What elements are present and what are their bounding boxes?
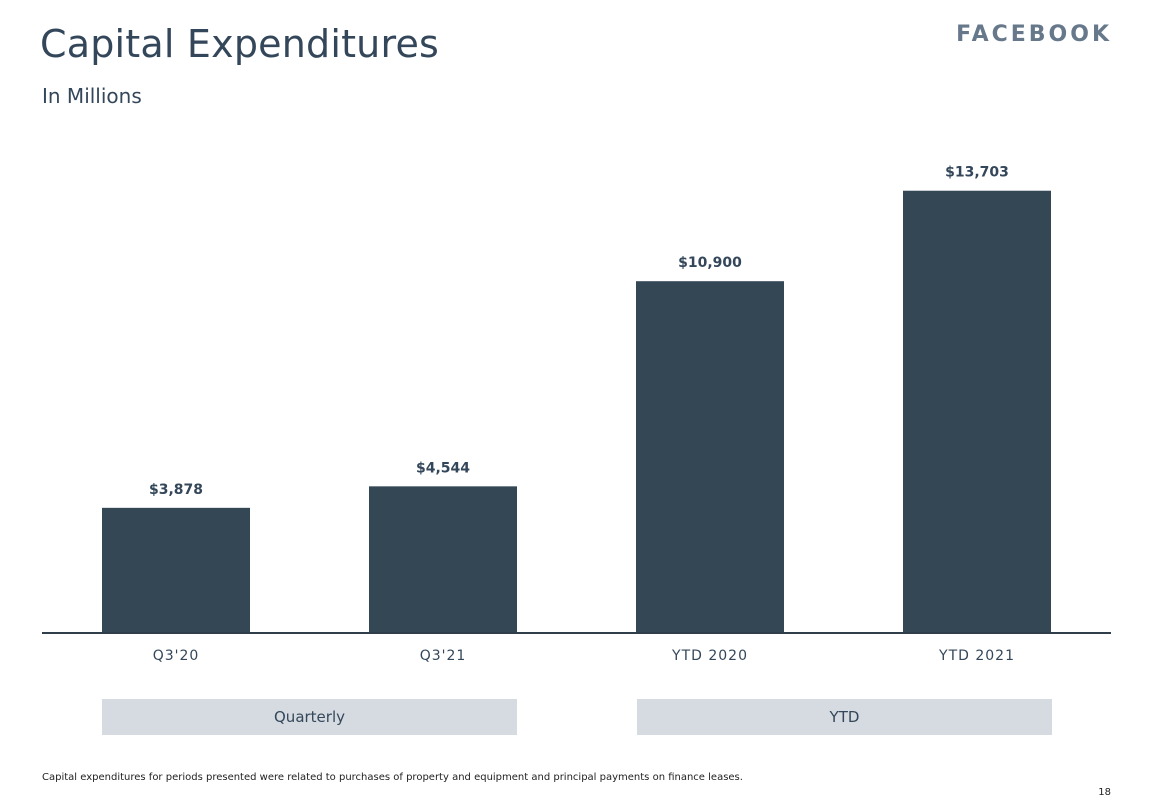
footnote: Capital expenditures for periods present… bbox=[42, 772, 743, 783]
data-label: $13,703 bbox=[945, 165, 1009, 181]
x-tick-label: Q3'21 bbox=[420, 648, 467, 664]
data-label: $10,900 bbox=[678, 255, 742, 271]
page-subtitle: In Millions bbox=[42, 84, 142, 108]
bar-ytd-2021 bbox=[903, 190, 1051, 633]
data-label: $3,878 bbox=[149, 482, 203, 498]
group-label-quarterly: Quarterly bbox=[102, 699, 517, 735]
x-tick-label: YTD 2020 bbox=[671, 648, 748, 664]
x-tick-label: YTD 2021 bbox=[938, 648, 1015, 664]
page-title: Capital Expenditures bbox=[40, 22, 440, 66]
bar-ytd-2020 bbox=[636, 281, 784, 633]
brand-logo: FACEBOOK bbox=[956, 22, 1112, 47]
group-label-ytd: YTD bbox=[637, 699, 1052, 735]
page-number: 18 bbox=[1098, 787, 1111, 798]
data-label: $4,544 bbox=[416, 460, 470, 476]
bar-q3-21 bbox=[369, 486, 517, 633]
x-tick-label: Q3'20 bbox=[153, 648, 200, 664]
bar-q3-20 bbox=[102, 507, 250, 633]
